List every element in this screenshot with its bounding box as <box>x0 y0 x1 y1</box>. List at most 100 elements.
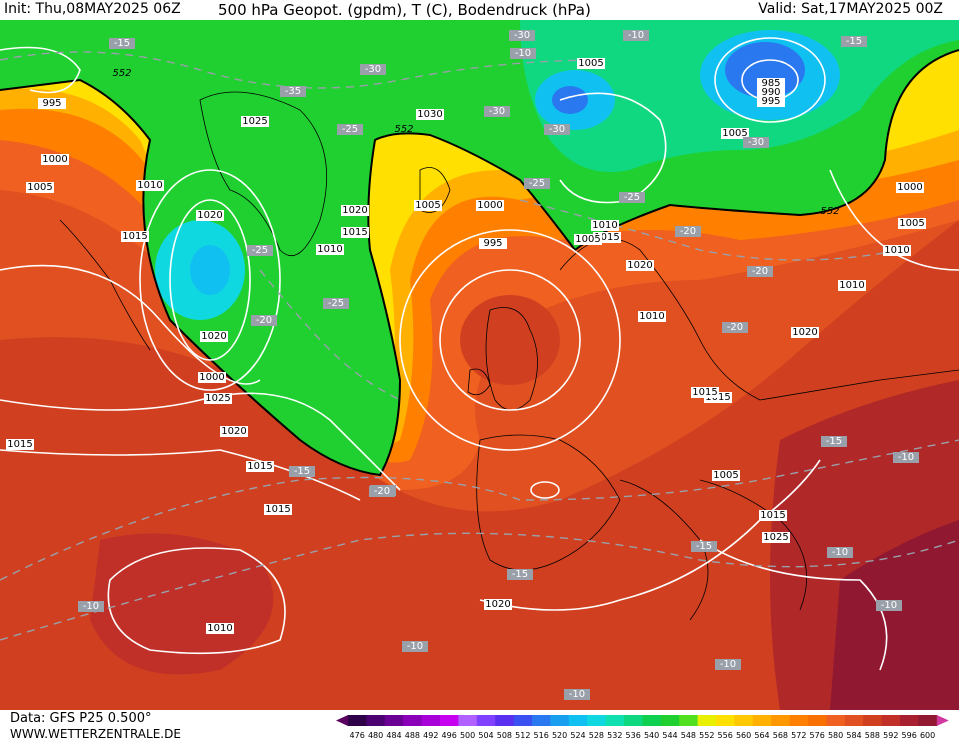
legend-tick-label: 572 <box>791 731 806 740</box>
legend-tick-label: 588 <box>865 731 880 740</box>
legend-tick-label: 560 <box>736 731 751 740</box>
isotherm-label: -10 <box>832 547 848 558</box>
legend-swatch <box>771 715 791 726</box>
temperature-label-bg <box>619 192 645 203</box>
isobar-label: 1015 <box>760 510 785 521</box>
legend-swatch <box>734 715 754 726</box>
isobar-label: 1010 <box>839 280 864 291</box>
isobar-label: 1000 <box>199 372 224 383</box>
pressure-label-bg <box>476 200 504 211</box>
pressure-label-bg <box>341 227 369 238</box>
isotherm-label: -15 <box>512 569 528 580</box>
legend-arrow-left <box>336 715 348 726</box>
field-hottest-southeast <box>830 520 959 710</box>
pressure-label-bg <box>26 182 54 193</box>
isotherm-label: -15 <box>696 541 712 552</box>
geopotential-label: 552 <box>112 68 131 79</box>
weather-map-canvas: 995 1000 1005 1010 1015 1020 1025 1030 1020 1015 1… <box>0 20 959 710</box>
legend-tick-label: 528 <box>589 731 604 740</box>
legend-tick-label: 556 <box>718 731 733 740</box>
pressure-label-bg <box>791 327 819 338</box>
isotherm-label: -10 <box>881 600 897 611</box>
legend-swatch <box>789 715 809 726</box>
temperature-label-bg <box>247 245 273 256</box>
isobar-label: 1005 <box>578 58 603 69</box>
pressure-label-bg <box>200 331 228 342</box>
pressure-label-bg <box>757 78 785 89</box>
legend-tick-label: 504 <box>478 731 493 740</box>
isotherm-label: -10 <box>515 48 531 59</box>
pressure-label-bg <box>414 200 442 211</box>
pressure-label-bg <box>577 58 605 69</box>
temperature-label-bg <box>402 641 428 652</box>
pressure-label-bg <box>896 182 924 193</box>
isotherm-label: -25 <box>328 298 344 309</box>
data-source: Data: GFS P25 0.500° <box>10 711 152 726</box>
isotherm-label: -15 <box>846 36 862 47</box>
isobar-label: 1015 <box>594 232 619 243</box>
legend-swatch <box>660 715 680 726</box>
isobar-label: 1020 <box>221 426 246 437</box>
isotherm-label: -15 <box>294 466 310 477</box>
isobar-label: 1030 <box>417 109 442 120</box>
map-header: Init: Thu,08MAY2025 06Z 500 hPa Geopot. … <box>0 0 959 20</box>
isotherm-label: -10 <box>83 601 99 612</box>
legend-tick-label: 600 <box>920 731 935 740</box>
isobar-label: 1015 <box>247 461 272 472</box>
temperature-label-bg <box>360 64 386 75</box>
legend-tick-label: 564 <box>754 731 769 740</box>
temperature-label-bg <box>821 436 847 447</box>
pressure-label-bg <box>691 387 719 398</box>
isobar-label: 1020 <box>627 260 652 271</box>
pressure-label-bg <box>220 426 248 437</box>
temperature-label-bg <box>484 106 510 117</box>
legend-swatch <box>881 715 901 726</box>
pressure-labels: 995 1000 1005 1010 1015 1020 1025 1030 1020 1015 1… <box>6 58 926 634</box>
isobar-label: 1015 <box>122 231 147 242</box>
isobar-label: 995 <box>42 98 61 109</box>
legend-tick-label: 540 <box>644 731 659 740</box>
legend-tick-label: 580 <box>828 731 843 740</box>
isotherm-label: -30 <box>748 137 764 148</box>
isotherm-label: -25 <box>252 245 268 256</box>
isobar-label: 995 <box>483 238 502 249</box>
isobar-label: 995 <box>761 96 780 107</box>
isotherm-label: -30 <box>549 124 565 135</box>
legend-swatch <box>568 715 588 726</box>
pressure-label-bg <box>762 532 790 543</box>
pressure-label-bg <box>198 372 226 383</box>
pressure-label-bg <box>121 231 149 242</box>
temperature-label-bg <box>289 466 315 477</box>
isotherm-label: -20 <box>374 486 390 497</box>
isobar-label: 1005 <box>27 182 52 193</box>
isobar-label: 1020 <box>792 327 817 338</box>
isobar-label: 1005 <box>415 200 440 211</box>
isobar-label: 1000 <box>477 200 502 211</box>
legend-tick-label: 500 <box>460 731 475 740</box>
legend-tick-label: 544 <box>662 731 677 740</box>
low-core-nordic <box>552 86 588 114</box>
isobar-label: 1020 <box>342 205 367 216</box>
site-url: WWW.WETTERZENTRALE.DE <box>10 727 181 741</box>
pressure-label-bg <box>759 510 787 521</box>
legend-swatch <box>642 715 662 726</box>
isobar-label: 1005 <box>713 470 738 481</box>
isotherm-label: -10 <box>898 452 914 463</box>
pressure-label-bg <box>246 461 274 472</box>
legend-swatch <box>844 715 864 726</box>
isotherm-label: -10 <box>569 689 585 700</box>
isotherm-label: -30 <box>489 106 505 117</box>
temperature-label-bg <box>841 36 867 47</box>
legend-tick-label: 584 <box>846 731 861 740</box>
legend-swatch <box>863 715 883 726</box>
legend-swatch <box>513 715 533 726</box>
pressure-label-bg <box>593 232 621 243</box>
isotherm-label: -25 <box>342 124 358 135</box>
isobar-label: 1025 <box>242 116 267 127</box>
isotherm-label: -35 <box>285 86 301 97</box>
high-center-britain <box>460 295 560 385</box>
legend-tick-label: 516 <box>534 731 549 740</box>
pressure-label-bg <box>574 234 602 245</box>
isobar-label: 1015 <box>692 387 717 398</box>
temperature-label-bg <box>337 124 363 135</box>
